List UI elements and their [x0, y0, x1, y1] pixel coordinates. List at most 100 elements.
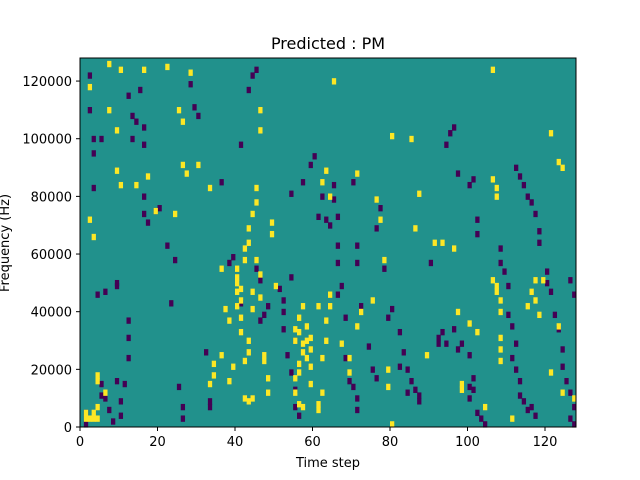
- heatmap-cell-low: [366, 343, 372, 350]
- heatmap-cell-high: [331, 78, 337, 85]
- heatmap-cell-high: [556, 323, 561, 330]
- heatmap-cell-low: [521, 181, 527, 189]
- heatmap-cell-low: [238, 141, 244, 148]
- heatmap-cell-low: [246, 86, 251, 94]
- heatmap-cell-high: [467, 320, 472, 327]
- heatmap-cell-low: [308, 161, 313, 169]
- heatmap-cell-low: [452, 124, 457, 131]
- heatmap-cell-high: [432, 239, 437, 246]
- heatmap-cell-low: [471, 375, 476, 382]
- heatmap-cell-low: [157, 205, 162, 212]
- heatmap-cell-low: [335, 259, 341, 267]
- heatmap-cell-high: [304, 337, 310, 344]
- heatmap-cell-low: [207, 403, 213, 411]
- heatmap-cell-high: [359, 308, 364, 316]
- heatmap-cell-low: [204, 349, 209, 356]
- heatmap-cell-low: [351, 383, 356, 391]
- heatmap-cell-low: [355, 242, 360, 249]
- heatmap-cell-low: [87, 107, 93, 114]
- heatmap-cell-high: [238, 328, 244, 336]
- heatmap-cell-low: [471, 386, 476, 393]
- heatmap-cell-high: [320, 179, 325, 186]
- heatmap-cell-low: [533, 210, 538, 218]
- heatmap-cell-high: [91, 415, 96, 422]
- plot-frame: [79, 57, 577, 428]
- heatmap-cell-high: [390, 132, 395, 140]
- heatmap-cell-high: [180, 161, 186, 169]
- heatmap-cell-high: [297, 314, 302, 321]
- heatmap-cell-high: [246, 337, 251, 344]
- heatmap-cell-low: [564, 377, 569, 385]
- heatmap-cell-high: [483, 403, 488, 411]
- heatmap-cell-low: [409, 377, 414, 385]
- heatmap-cell-high: [386, 366, 391, 373]
- heatmap-cell-high: [95, 372, 100, 379]
- heatmap-cell-high: [300, 349, 306, 356]
- heatmap-cell-high: [308, 346, 313, 353]
- heatmap-cell-high: [242, 245, 248, 252]
- heatmap-cell-high: [300, 340, 306, 347]
- heatmap-cell-high: [324, 167, 329, 174]
- heatmap-cell-low: [142, 210, 147, 218]
- y-tick-label: 0: [64, 421, 72, 436]
- heatmap-cell-low: [467, 395, 472, 402]
- heatmap-cell-high: [320, 354, 325, 362]
- heatmap-cell-high: [184, 170, 189, 177]
- y-axis-ticks: 0 20000 40000 60000 80000 100000 120000: [22, 75, 80, 436]
- heatmap-cell-low: [335, 291, 341, 298]
- heatmap-cell-high: [250, 395, 255, 402]
- heatmap-cell-low: [285, 352, 290, 359]
- heatmap-cell-low: [436, 334, 441, 342]
- heatmap-cell-high: [254, 256, 259, 264]
- heatmap-cell-high: [242, 395, 248, 402]
- heatmap-cell-high: [459, 380, 465, 388]
- heatmap-cell-high: [424, 352, 430, 359]
- heatmap-cell-low: [568, 277, 573, 284]
- heatmap-cell-low: [331, 181, 337, 189]
- heatmap-cell-low: [118, 412, 124, 419]
- heatmap-cell-high: [262, 357, 267, 365]
- heatmap-cell-low: [448, 130, 453, 137]
- heatmap-cell-low: [455, 346, 461, 353]
- heatmap-cell-low: [99, 135, 104, 143]
- x-tick-label: 120: [533, 435, 558, 450]
- heatmap-cell-high: [494, 282, 499, 290]
- x-tick-label: 80: [382, 435, 399, 450]
- heatmap-cell-low: [440, 328, 445, 336]
- heatmap-cell-low: [467, 181, 472, 189]
- x-tick-label: 100: [455, 435, 480, 450]
- heatmap-cell-high: [490, 66, 496, 73]
- heatmap-cell-high: [238, 297, 244, 304]
- heatmap-cell-low: [145, 219, 151, 226]
- plot-background: [80, 58, 576, 427]
- heatmap-cell-high: [308, 380, 313, 388]
- heatmap-cell-low: [328, 222, 333, 229]
- heatmap-cell-low: [382, 265, 387, 272]
- heatmap-cell-high: [87, 415, 93, 422]
- heatmap-cell-high: [95, 415, 100, 422]
- heatmap-cell-high: [390, 421, 395, 428]
- heatmap-cell-low: [572, 421, 577, 428]
- heatmap-cell-low: [324, 216, 329, 223]
- heatmap-cell-low: [142, 193, 147, 200]
- heatmap-cell-low: [107, 406, 112, 414]
- heatmap-cell-high: [258, 271, 263, 278]
- heatmap-cell-low: [118, 398, 124, 405]
- heatmap-cell-high: [153, 207, 158, 215]
- heatmap-cell-high: [211, 360, 217, 368]
- heatmap-cell-low: [374, 225, 379, 232]
- heatmap-cell-high: [246, 398, 251, 405]
- heatmap-cell-low: [165, 242, 170, 249]
- heatmap-cell-high: [541, 277, 546, 284]
- heatmap-cell-high: [339, 340, 344, 347]
- heatmap-cell-low: [378, 205, 383, 212]
- heatmap-cell-low: [300, 179, 306, 186]
- heatmap-cell-high: [207, 380, 213, 388]
- heatmap-cell-high: [266, 375, 271, 382]
- heatmap-cell-low: [227, 259, 232, 267]
- heatmap-cell-low: [514, 340, 519, 347]
- heatmap-cell-low: [467, 383, 472, 391]
- heatmap-cell-low: [320, 193, 325, 200]
- heatmap-cell-high: [560, 389, 565, 396]
